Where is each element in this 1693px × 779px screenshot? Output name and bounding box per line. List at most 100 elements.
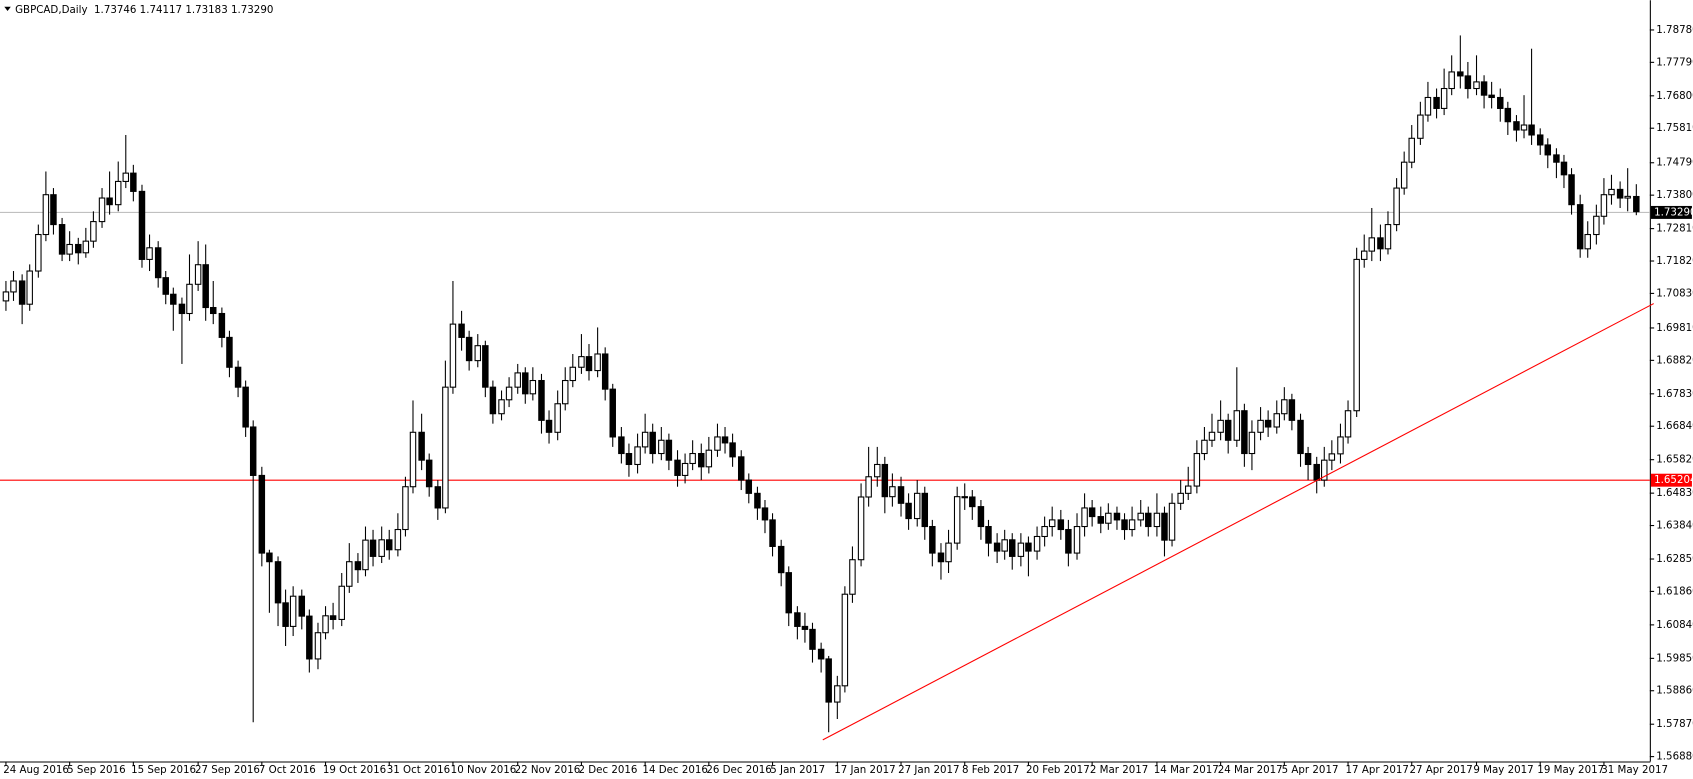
candle-body bbox=[1553, 154, 1560, 163]
candle-body bbox=[529, 379, 537, 395]
candle-body bbox=[913, 492, 921, 520]
candle-body bbox=[578, 356, 585, 368]
candle-body bbox=[1065, 528, 1072, 554]
candle-body bbox=[601, 353, 609, 390]
candle-body bbox=[969, 496, 976, 508]
candle-body bbox=[1536, 134, 1544, 146]
x-tick-label: 17 Jan 2017 bbox=[834, 764, 895, 776]
candle-body bbox=[146, 247, 153, 260]
candle-body bbox=[1440, 87, 1448, 109]
candle-body bbox=[561, 379, 569, 405]
candle-body bbox=[1321, 459, 1328, 481]
y-tick-label: 1.76800 bbox=[1656, 90, 1693, 102]
collapse-icon bbox=[4, 6, 11, 12]
candle-body bbox=[106, 197, 113, 206]
x-tick-label: 14 Dec 2016 bbox=[642, 764, 707, 776]
candle-body bbox=[1408, 137, 1415, 163]
candle-body bbox=[50, 194, 57, 226]
candle-body bbox=[681, 462, 689, 476]
candle-body bbox=[1608, 188, 1615, 196]
candle-body bbox=[1033, 535, 1041, 552]
candle-body bbox=[993, 542, 1001, 552]
candle-body bbox=[1161, 512, 1168, 541]
y-tick-label: 1.56880 bbox=[1656, 751, 1693, 763]
candle-body bbox=[346, 561, 353, 587]
candle-body bbox=[665, 439, 673, 461]
candle-body bbox=[122, 172, 130, 182]
candle-body bbox=[90, 221, 97, 242]
candle-body bbox=[817, 648, 825, 660]
candle-body bbox=[1464, 75, 1472, 90]
x-tick-label: 27 Apr 2017 bbox=[1409, 764, 1472, 776]
candle-body bbox=[258, 474, 266, 554]
candle-body bbox=[306, 615, 313, 660]
y-tick-label: 1.70830 bbox=[1656, 287, 1693, 299]
x-tick-label: 10 Nov 2016 bbox=[451, 764, 517, 776]
candle-body bbox=[249, 426, 257, 476]
x-tick-label: 31 May 2017 bbox=[1601, 764, 1668, 776]
candle-body bbox=[721, 436, 729, 444]
candle-body bbox=[569, 366, 577, 382]
candle-body bbox=[874, 463, 881, 478]
candle-body bbox=[1073, 525, 1081, 554]
candle-body bbox=[801, 625, 809, 630]
candle-body bbox=[1513, 121, 1520, 131]
candle-body bbox=[1560, 161, 1568, 176]
candle-body bbox=[1048, 519, 1056, 528]
candle-body bbox=[458, 323, 465, 338]
candle-body bbox=[1584, 233, 1591, 250]
x-tick-label: 22 Nov 2016 bbox=[515, 764, 581, 776]
candle-body bbox=[114, 180, 122, 206]
candle-body bbox=[1057, 519, 1065, 531]
y-tick-label: 1.71820 bbox=[1656, 255, 1693, 267]
candle-body bbox=[98, 197, 106, 223]
x-tick-label: 14 Mar 2017 bbox=[1154, 764, 1219, 776]
x-tick-label: 5 Apr 2017 bbox=[1282, 764, 1339, 776]
candle-body bbox=[1137, 512, 1144, 521]
candle-body bbox=[609, 388, 616, 438]
candle-body bbox=[234, 366, 242, 388]
candle-body bbox=[1360, 250, 1368, 260]
y-tick-label: 1.62850 bbox=[1656, 553, 1693, 565]
x-tick-label: 20 Feb 2017 bbox=[1026, 764, 1090, 776]
candle-body bbox=[226, 336, 233, 368]
candle-body bbox=[1417, 114, 1424, 139]
candle-body bbox=[1264, 419, 1272, 428]
candle-body bbox=[841, 593, 849, 687]
candle-body bbox=[354, 561, 362, 571]
candle-body bbox=[1304, 452, 1312, 466]
candle-body bbox=[522, 372, 529, 395]
price-label: 1.73290 bbox=[1654, 206, 1693, 218]
candle-body bbox=[641, 431, 649, 448]
candle-body bbox=[409, 431, 417, 488]
candle-body bbox=[329, 615, 337, 620]
candle-body bbox=[1241, 410, 1248, 455]
candle-body bbox=[1105, 512, 1112, 524]
y-tick-label: 1.61860 bbox=[1656, 585, 1693, 597]
candle-body bbox=[865, 476, 872, 498]
candle-body bbox=[705, 449, 713, 468]
y-tick-label: 1.63840 bbox=[1656, 520, 1693, 532]
candle-body bbox=[1473, 81, 1480, 90]
y-tick-label: 1.67830 bbox=[1656, 388, 1693, 400]
candle-body bbox=[1593, 215, 1600, 236]
candle-body bbox=[1128, 519, 1136, 531]
candle-body bbox=[1328, 453, 1336, 461]
candle-body bbox=[545, 419, 553, 433]
y-tick-label: 1.74790 bbox=[1656, 157, 1693, 169]
candle-body bbox=[162, 277, 169, 295]
candle-body bbox=[1504, 107, 1512, 123]
candle-body bbox=[585, 356, 593, 372]
y-tick-label: 1.66840 bbox=[1656, 420, 1693, 432]
candle-body bbox=[489, 386, 497, 415]
x-tick-label: 19 Oct 2016 bbox=[323, 764, 386, 776]
candle-body bbox=[649, 431, 656, 455]
candle-body bbox=[1393, 187, 1400, 226]
candle-body bbox=[881, 463, 889, 498]
candle-body bbox=[1337, 436, 1344, 455]
y-tick-label: 1.64830 bbox=[1656, 487, 1693, 499]
x-tick-label: 8 Feb 2017 bbox=[962, 764, 1019, 776]
candle-body bbox=[1273, 413, 1281, 428]
candle-body bbox=[1433, 96, 1440, 109]
x-tick-label: 27 Sep 2016 bbox=[195, 764, 260, 776]
